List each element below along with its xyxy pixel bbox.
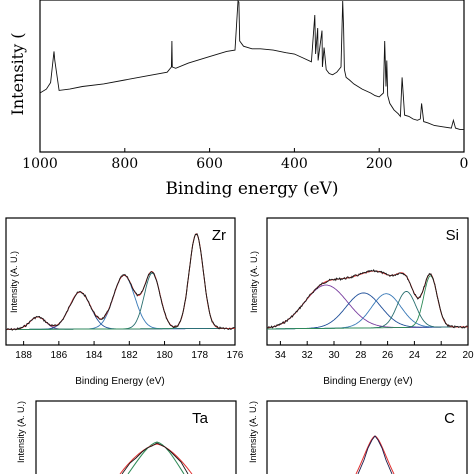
ta-panel: Ta Intensity (A. U.) [16, 400, 237, 474]
si-panel-title: Si [446, 227, 459, 244]
si-x-tick-label: 32 [302, 350, 314, 361]
ta-fit-component [127, 441, 185, 474]
si-x-tick-label: 22 [436, 350, 448, 361]
zr-fit-component-4 [6, 272, 235, 330]
zr-panel-title: Zr [212, 227, 226, 244]
si-x-ticks: 34 32 30 28 26 24 22 20 [275, 341, 474, 361]
ta-raw-spectrum [121, 442, 189, 474]
zr-x-tick-label: 182 [121, 350, 138, 361]
zr-x-tick-label: 184 [86, 350, 103, 361]
si-x-tick-label: 34 [275, 350, 287, 361]
si-x-tick-label: 20 [462, 350, 474, 361]
zr-plot-frame [5, 217, 236, 346]
zr-fit-component-2 [6, 291, 235, 330]
si-panel: 34 32 30 28 26 24 22 20 Si Intensity (A. U.) Bi… [249, 217, 474, 387]
si-fit-components [266, 275, 468, 330]
c-panel-title: C [444, 410, 455, 427]
ta-y-axis-label: Intensity (A. U.) [16, 401, 26, 463]
si-x-tick-label: 24 [409, 350, 421, 361]
si-plot-frame [266, 217, 469, 346]
si-x-tick-label: 26 [382, 350, 394, 361]
si-raw-spectrum [266, 269, 469, 329]
si-x-axis-label: Binding Energy (eV) [323, 376, 413, 387]
survey-spectrum-line [39, 0, 464, 130]
zr-x-tick-label: 180 [156, 350, 173, 361]
c-plot-frame [266, 400, 468, 474]
si-y-axis-label: Intensity (A. U.) [249, 251, 259, 313]
survey-x-tick-label: 200 [366, 156, 393, 172]
c-y-axis-label: Intensity (A. U.) [248, 401, 258, 463]
survey-plot-frame [39, 0, 465, 153]
zr-x-axis-label: Binding Energy (eV) [75, 376, 165, 387]
zr-x-ticks: 188 186 184 182 180 178 176 [15, 341, 244, 361]
zr-x-tick-label: 176 [227, 350, 244, 361]
survey-x-tick-label: 1000 [22, 156, 58, 172]
survey-x-axis-label: Binding energy (eV) [165, 179, 338, 199]
ta-fit-envelope [119, 443, 193, 474]
zr-x-tick-label: 188 [15, 350, 32, 361]
survey-y-axis-label: Intensity ( [8, 33, 27, 116]
zr-x-tick-label: 186 [51, 350, 68, 361]
ta-panel-title: Ta [192, 410, 209, 427]
zr-panel: 188 186 184 182 180 178 176 Zr Intensity (A. U… [5, 217, 244, 387]
zr-fit-component-3 [6, 274, 235, 330]
zr-raw-spectrum [5, 233, 236, 331]
survey-x-tick-label: 400 [281, 156, 308, 172]
survey-x-tick-label: 600 [196, 156, 223, 172]
survey-x-tick-label: 0 [460, 156, 469, 172]
survey-x-ticks: 1000 800 600 400 200 0 [22, 148, 468, 172]
c-panel: C Intensity (A. U.) [248, 400, 468, 474]
si-fit-component-1 [266, 284, 468, 329]
c-fit-envelope [355, 435, 395, 474]
zr-fit-component-1 [5, 316, 235, 330]
zr-x-tick-label: 178 [191, 350, 208, 361]
c-raw-spectrum [357, 435, 393, 474]
survey-x-tick-label: 800 [111, 156, 138, 172]
si-x-tick-label: 28 [355, 350, 367, 361]
zr-y-axis-label: Intensity (A. U.) [9, 251, 19, 313]
ta-plot-frame [35, 400, 237, 474]
si-x-tick-label: 30 [328, 350, 340, 361]
survey-panel: 1000 800 600 400 200 0 Intensity ( Binding en… [8, 0, 468, 199]
